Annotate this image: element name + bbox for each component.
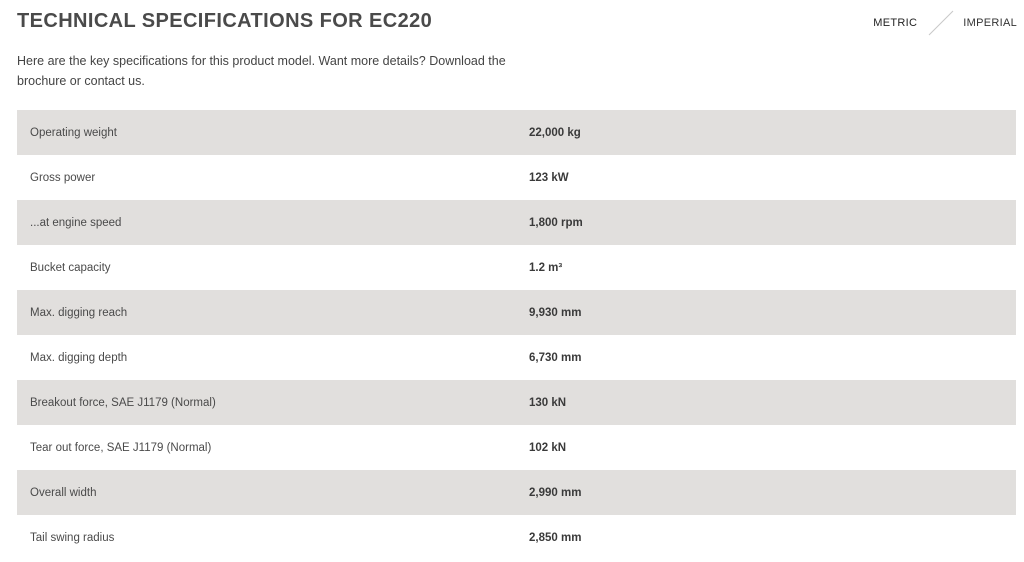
spec-table: Operating weight 22,000 kg Gross power 1… [17,110,1016,560]
spec-row: Max. digging depth 6,730 mm [17,335,1016,380]
spec-header: TECHNICAL SPECIFICATIONS FOR EC220 METRI… [17,8,1017,38]
spec-row: ...at engine speed 1,800 rpm [17,200,1016,245]
spec-label: Operating weight [30,126,117,139]
spec-value: 1,800 rpm [529,216,583,229]
spec-value: 6,730 mm [529,351,582,364]
spec-value: 130 kN [529,396,567,409]
spec-label: Gross power [30,171,96,184]
spec-value: 123 kW [529,171,569,184]
spec-label: Max. digging depth [30,351,128,364]
spec-label: Overall width [30,486,97,499]
page-title: TECHNICAL SPECIFICATIONS FOR EC220 [17,10,433,32]
spec-label: ...at engine speed [30,216,122,229]
intro-text: Here are the key specifications for this… [17,54,506,88]
spec-row: Bucket capacity 1.2 m³ [17,245,1016,290]
spec-value: 9,930 mm [529,306,582,319]
slash-divider-icon [928,10,954,36]
spec-row: Breakout force, SAE J1179 (Normal) 130 k… [17,380,1016,425]
metric-toggle[interactable]: METRIC [873,17,918,29]
spec-label: Tear out force, SAE J1179 (Normal) [30,441,212,454]
spec-row: Operating weight 22,000 kg [17,110,1016,155]
spec-row: Tear out force, SAE J1179 (Normal) 102 k… [17,425,1016,470]
spec-row: Tail swing radius 2,850 mm [17,515,1016,560]
spec-row: Gross power 123 kW [17,155,1016,200]
spec-value: 2,990 mm [529,486,582,499]
spec-value: 2,850 mm [529,531,582,544]
spec-label: Max. digging reach [30,306,128,319]
spec-label: Bucket capacity [30,261,111,274]
spec-value: 22,000 kg [529,126,581,139]
imperial-toggle[interactable]: IMPERIAL [963,17,1017,29]
spec-label: Breakout force, SAE J1179 (Normal) [30,396,216,409]
spec-row: Overall width 2,990 mm [17,470,1016,515]
spec-label: Tail swing radius [30,531,115,544]
spec-row: Max. digging reach 9,930 mm [17,290,1016,335]
spec-value: 1.2 m³ [529,261,563,274]
unit-toggle: METRIC IMPERIAL [873,10,1017,36]
spec-value: 102 kN [529,441,567,454]
